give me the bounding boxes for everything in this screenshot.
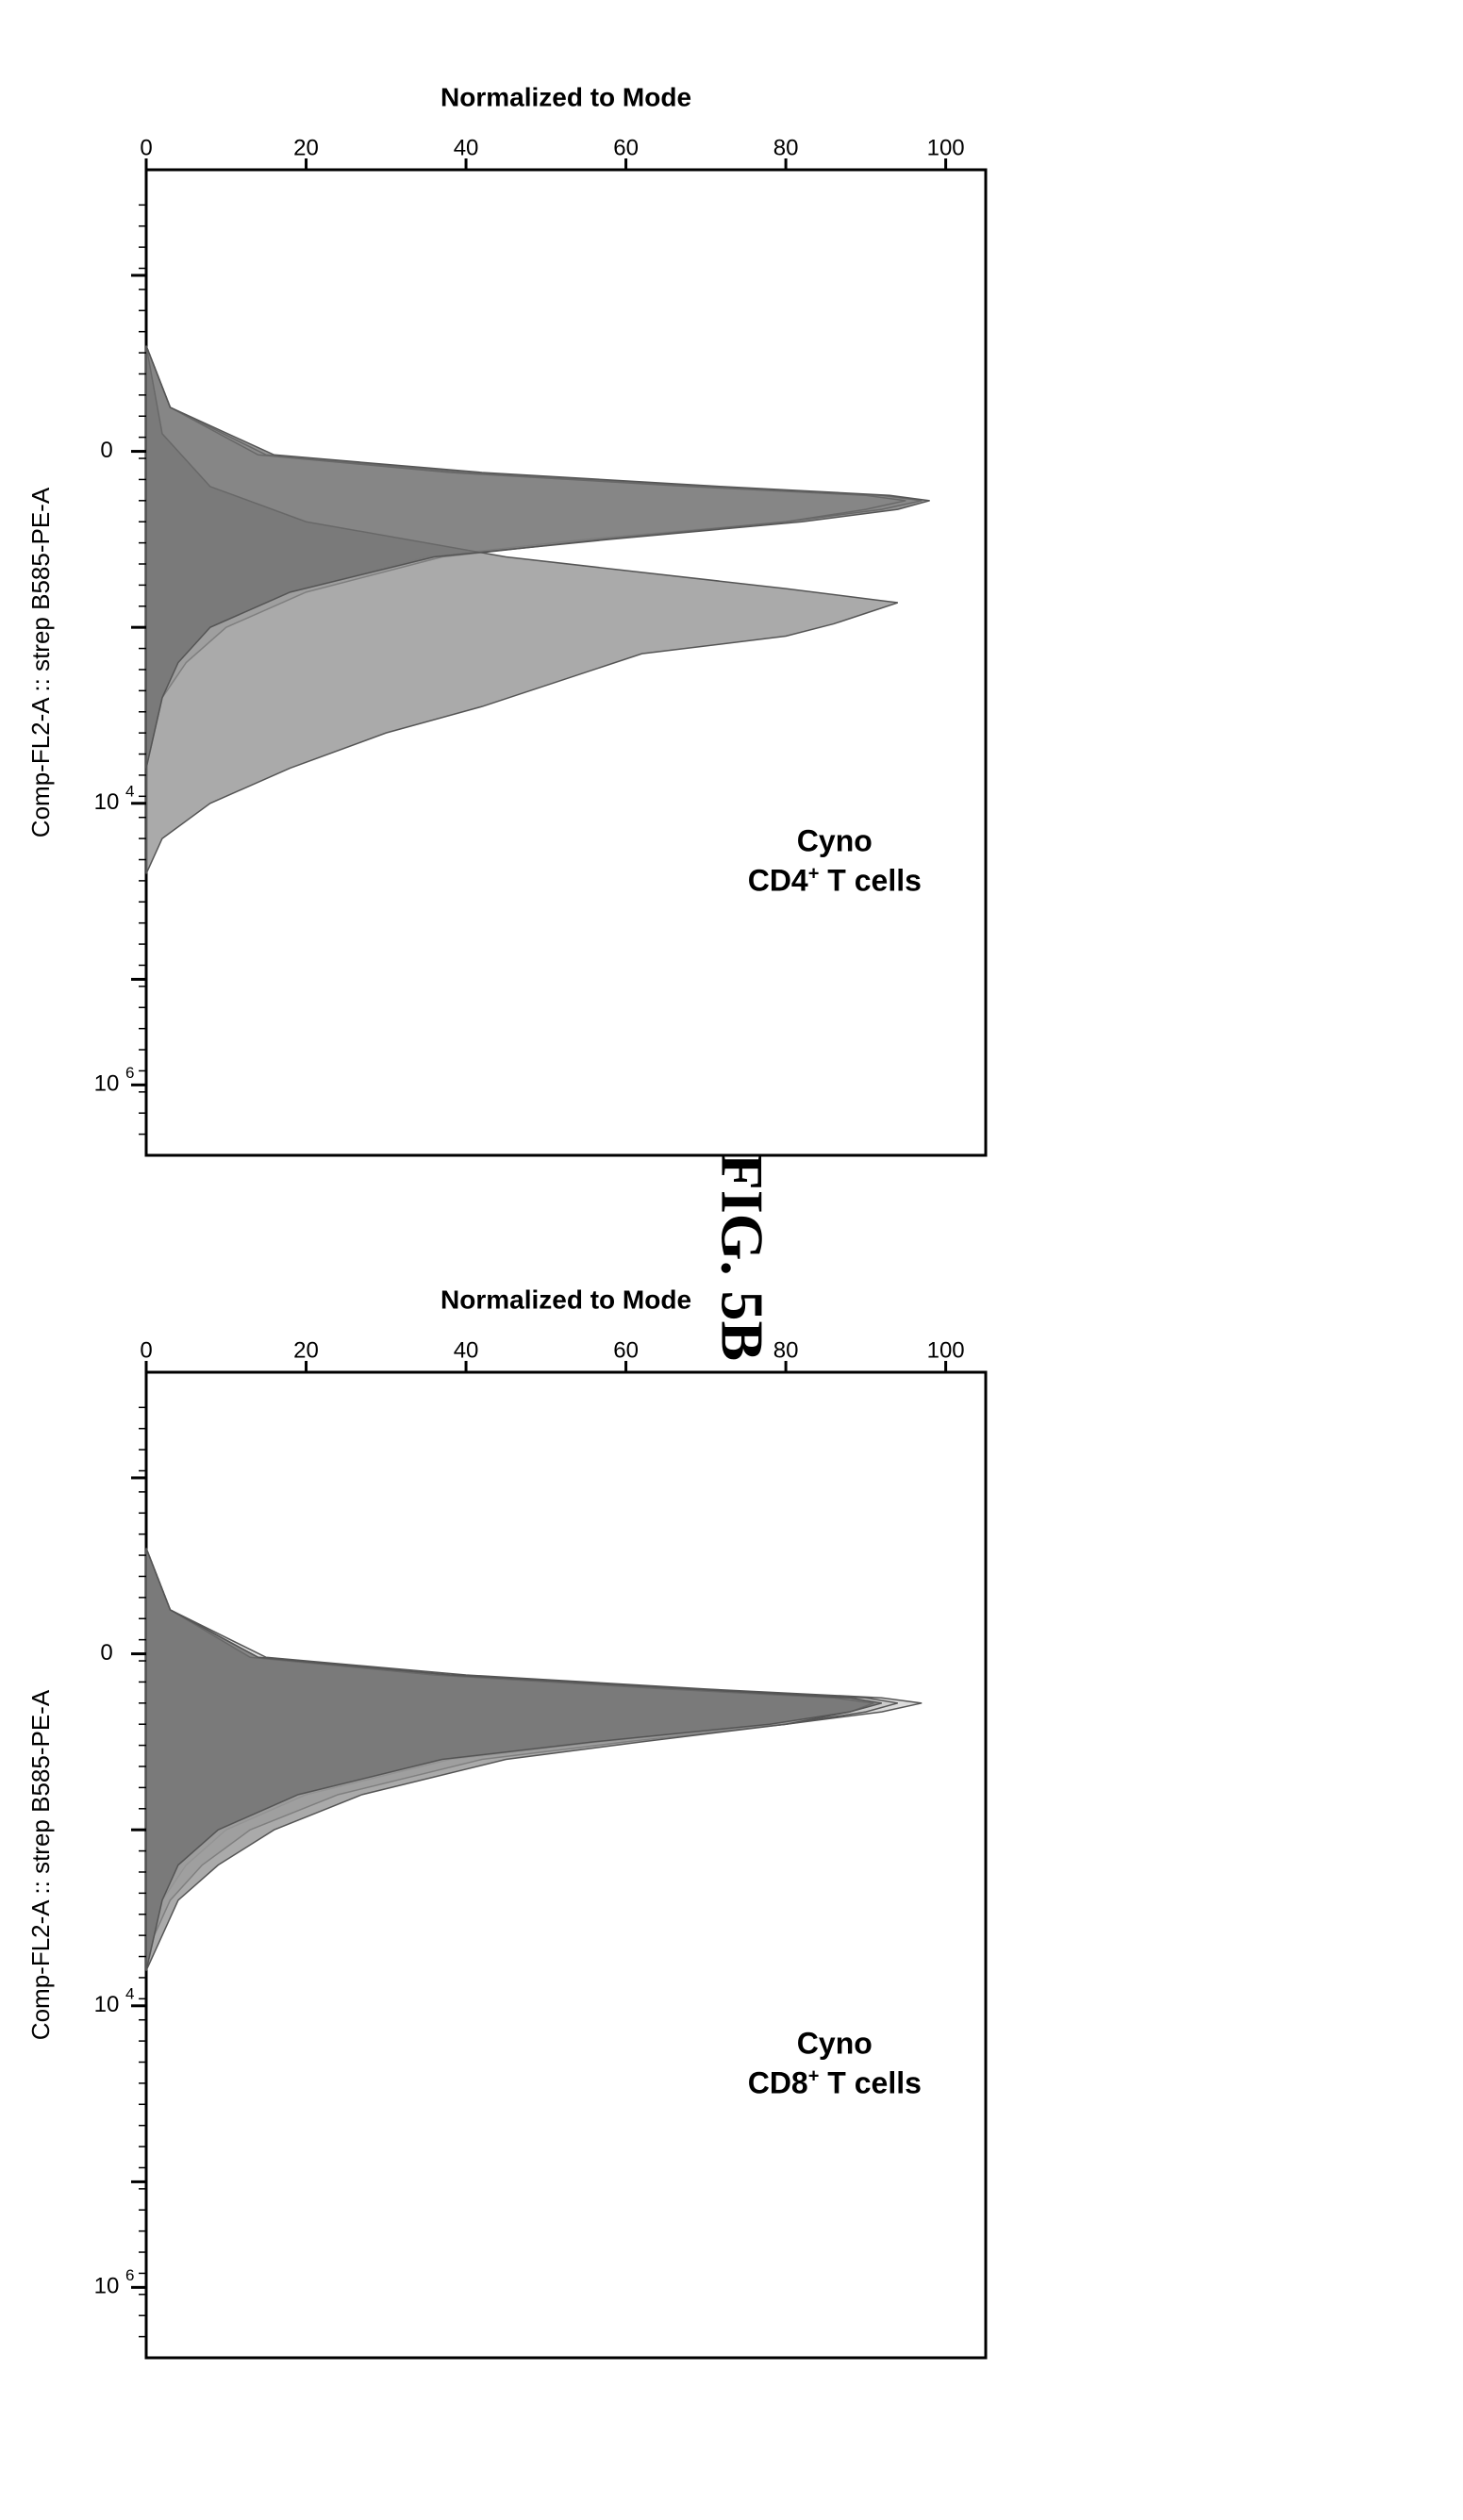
annotation-cell: CD4 — [748, 863, 808, 897]
x-tick-base: 0 — [100, 1640, 112, 1666]
y-tick-label: 100 — [927, 1337, 965, 1363]
x-tick-exp: 4 — [125, 782, 134, 800]
chart-annotation: Cyno CD8+ T cells — [748, 2026, 922, 2099]
x-tick-base: 10 — [94, 1071, 120, 1097]
y-tick-label: 60 — [613, 135, 639, 160]
x-axis-label: Comp-FL2-A :: strep B585-PE-A — [26, 487, 55, 837]
y-axis-label: Normalized to Mode — [441, 82, 691, 111]
y-tick-label: 0 — [140, 1337, 152, 1363]
x-tick-exp: 6 — [125, 2266, 134, 2284]
y-tick-label: 60 — [613, 1337, 639, 1363]
y-axis-label: Normalized to Mode — [441, 1285, 691, 1314]
plot-frame — [144, 1370, 988, 2360]
series-area-3 — [145, 345, 930, 769]
y-tick-label: 40 — [454, 135, 479, 160]
x-tick-exp: 6 — [125, 1064, 134, 1082]
chart-annotation: Cyno CD4+ T cells — [748, 823, 922, 897]
x-tick-label-1: 10 4 — [94, 782, 135, 815]
chart-panel-0: 0 20 40 60 80 100 Normalized to Mode 0 10 4 10 6 Com… — [26, 82, 988, 1157]
annotation-line-1: Cyno — [797, 823, 873, 857]
annotation-tail: T cells — [819, 2065, 922, 2099]
series-area-2 — [145, 345, 898, 874]
x-axis-label: Comp-FL2-A :: strep B585-PE-A — [26, 1689, 55, 2040]
series-area-3 — [145, 1548, 883, 1971]
x-tick-exp: 4 — [125, 1984, 134, 2002]
figure-title: FIG. 5B — [708, 1153, 775, 1361]
annotation-line-2: CD8+ T cells — [748, 2065, 922, 2099]
y-tick-label: 40 — [454, 1337, 479, 1363]
x-tick-base: 0 — [100, 438, 112, 463]
x-tick-base: 10 — [94, 789, 120, 815]
annotation-line-2: CD4+ T cells — [748, 863, 922, 897]
annotation-sup: + — [808, 2065, 820, 2086]
y-tick-label: 0 — [140, 135, 152, 160]
y-tick-label: 20 — [293, 1337, 319, 1363]
y-tick-label: 80 — [773, 1337, 799, 1363]
x-tick-label-1: 10 4 — [94, 1984, 135, 2017]
x-tick-label-2: 10 6 — [94, 2266, 135, 2299]
y-tick-label: 100 — [927, 135, 965, 160]
x-tick-label-2: 10 6 — [94, 1064, 135, 1097]
annotation-sup: + — [808, 863, 820, 884]
annotation-line-1: Cyno — [797, 2026, 873, 2060]
chart-panel-1: 0 20 40 60 80 100 Normalized to Mode 0 10 4 10 6 Com… — [26, 1285, 988, 2360]
y-tick-label: 20 — [293, 135, 319, 160]
annotation-tail: T cells — [819, 863, 922, 897]
x-tick-base: 10 — [94, 2274, 120, 2299]
x-tick-base: 10 — [94, 1992, 120, 2017]
x-tick-label-0: 0 — [100, 1640, 112, 1666]
y-tick-label: 80 — [773, 135, 799, 160]
x-tick-label-0: 0 — [100, 438, 112, 463]
annotation-cell: CD8 — [748, 2065, 808, 2099]
